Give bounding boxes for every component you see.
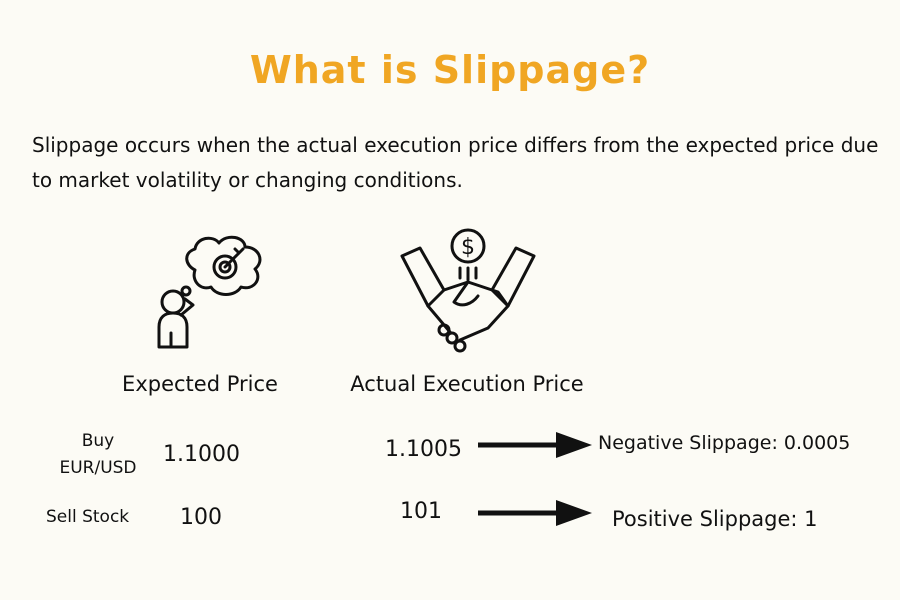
description: Slippage occurs when the actual executio… bbox=[32, 133, 879, 192]
arrow bbox=[478, 432, 592, 458]
handshake-icon: $ bbox=[400, 228, 536, 353]
arrow bbox=[478, 500, 592, 526]
title: What is Slippage? bbox=[249, 48, 651, 92]
column-label: Expected Price bbox=[122, 372, 278, 396]
thinking-person-icon bbox=[157, 235, 262, 349]
row-label: Sell Stock bbox=[46, 507, 130, 527]
svg-text:$: $ bbox=[461, 235, 475, 260]
expected-price: 1.1000 bbox=[163, 442, 240, 467]
actual-price: 101 bbox=[400, 499, 442, 524]
row-label: Buy EUR/USD bbox=[59, 431, 137, 478]
column-label: Actual Execution Price bbox=[350, 372, 584, 396]
slippage-result: Negative Slippage: 0.0005 bbox=[598, 432, 851, 454]
slippage-result: Positive Slippage: 1 bbox=[612, 507, 818, 531]
expected-price: 100 bbox=[180, 505, 222, 530]
actual-price: 1.1005 bbox=[385, 437, 462, 462]
